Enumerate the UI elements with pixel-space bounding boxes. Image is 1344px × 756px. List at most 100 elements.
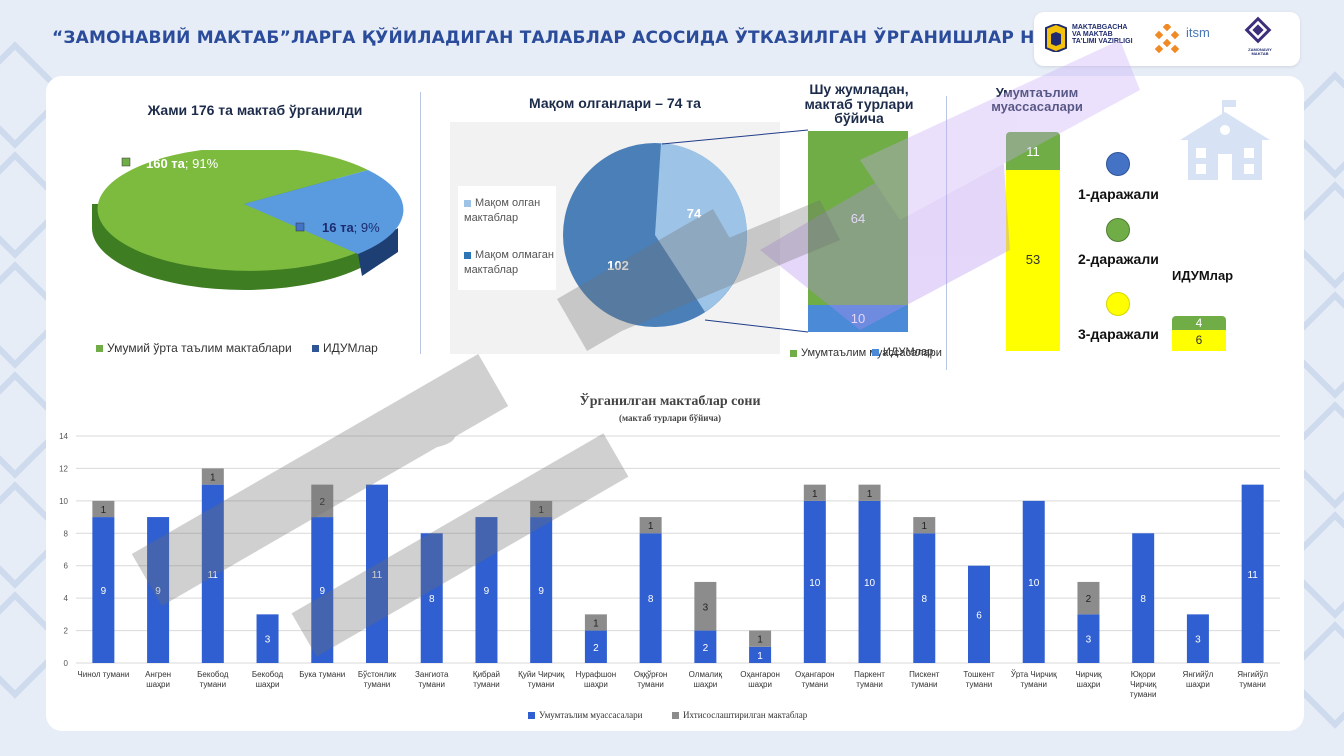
bar-general bbox=[1186, 614, 1209, 663]
legend-marker-blue bbox=[295, 222, 305, 232]
x-tick-label: тумани bbox=[364, 680, 391, 689]
x-tick-label: Оҳангарон bbox=[795, 670, 835, 679]
bar-value-general: 9 bbox=[484, 586, 490, 597]
bar-general bbox=[1077, 614, 1100, 663]
level1-label: 1-даражали bbox=[1078, 186, 1159, 202]
bar-value-general: 9 bbox=[155, 586, 161, 597]
x-tick-label: Оққўрғон bbox=[634, 670, 667, 679]
panel1-title: Жами 176 та мактаб ўрганилди bbox=[147, 102, 363, 118]
pie-slice-general-schools bbox=[97, 150, 368, 271]
x-tick-label: Паркент bbox=[854, 670, 885, 679]
pie1-label-big: 160 та; 91% bbox=[146, 156, 219, 171]
bar-value-general: 9 bbox=[101, 586, 107, 597]
x-tick-label: шаҳри bbox=[693, 680, 717, 689]
legend-status-not-received: Мақом олмаган мактаблар bbox=[464, 249, 554, 277]
connector-lines bbox=[661, 129, 809, 333]
bar-general bbox=[201, 484, 224, 663]
pie-slice-idum-side bbox=[358, 228, 398, 276]
x-tick-label: Бекобод bbox=[197, 670, 229, 679]
bar-general bbox=[92, 517, 115, 663]
legend-marker-green bbox=[121, 157, 131, 167]
x-tick-label: тумани bbox=[637, 680, 664, 689]
stack-value-general: 64 bbox=[850, 211, 866, 226]
bar-general bbox=[475, 517, 498, 663]
x-tick-label: Чирчиқ bbox=[1130, 680, 1157, 689]
bar-specialized bbox=[694, 581, 717, 631]
bar-value-specialized: 1 bbox=[757, 635, 763, 646]
bar-value-general: 11 bbox=[372, 570, 383, 581]
bar-general bbox=[584, 630, 607, 663]
bar-value-specialized: 1 bbox=[538, 505, 544, 516]
bar-value-general: 9 bbox=[319, 586, 325, 597]
legend-general-schools: Умумий ўрта таълим мактаблари bbox=[96, 341, 292, 355]
bar-general bbox=[858, 500, 881, 663]
x-tick-label: тумани bbox=[528, 680, 555, 689]
legend-idum: ИДУМлар bbox=[312, 341, 378, 355]
bar-value-specialized: 2 bbox=[319, 497, 325, 508]
bar-specialized bbox=[803, 484, 826, 501]
bar-value-general: 1 bbox=[757, 651, 763, 662]
levels-segment-level3: 53 bbox=[1006, 170, 1060, 351]
ministry-logo-text: MAKTABGACHA VA MAKTAB TA'LIMI VAZIRLIGI bbox=[1072, 24, 1133, 45]
bar-value-specialized: 2 bbox=[1086, 594, 1092, 605]
bar-general bbox=[1132, 533, 1155, 663]
logo-bar: MAKTABGACHA VA MAKTAB TA'LIMI VAZIRLIGI … bbox=[1034, 12, 1300, 66]
bar-specialized bbox=[749, 630, 772, 647]
pie-slice-received bbox=[655, 143, 747, 312]
x-tick-label: Чинол тумани bbox=[77, 670, 129, 679]
bar-value-specialized: 1 bbox=[648, 521, 654, 532]
panel2-title: Мақом олганлари – 74 та bbox=[529, 95, 701, 111]
bar-value-general: 10 bbox=[864, 578, 876, 589]
bar-chart-title: Ўрганилган мактаблар сони bbox=[579, 394, 761, 409]
x-tick-label: Олмалиқ bbox=[689, 670, 723, 679]
y-tick-label: 2 bbox=[64, 627, 69, 636]
x-tick-label: шаҳри bbox=[748, 680, 772, 689]
bar-value-general: 8 bbox=[648, 594, 654, 605]
stack-segment-idum: 10 bbox=[808, 305, 908, 332]
pie-chart-status: 74 102 bbox=[563, 143, 747, 327]
school-building-icon bbox=[1180, 100, 1270, 180]
separator-1 bbox=[420, 92, 421, 354]
bar-general bbox=[1022, 500, 1045, 663]
x-tick-label: Янгийўл bbox=[1183, 670, 1214, 679]
itsm-logo-text: itsm bbox=[1186, 25, 1210, 40]
zamonaviy-maktab-logo-icon bbox=[1244, 16, 1272, 44]
pie2-value-received: 74 bbox=[687, 206, 702, 221]
bar-value-general: 10 bbox=[1028, 578, 1040, 589]
x-tick-label: Ангрен bbox=[145, 670, 171, 679]
level2-label: 2-даражали bbox=[1078, 251, 1159, 267]
x-tick-label: Бука тумани bbox=[299, 670, 345, 679]
x-tick-label: тумани bbox=[1239, 680, 1266, 689]
bar-general bbox=[913, 533, 936, 663]
legend-bar-general: Умумтаълим муассасалари bbox=[528, 710, 642, 720]
x-tick-label: Юқори bbox=[1131, 670, 1156, 679]
idum-value-level3: 6 bbox=[1195, 333, 1203, 347]
bar-value-general: 8 bbox=[429, 594, 435, 605]
x-tick-label: Пискент bbox=[909, 670, 940, 679]
levels-segment-level2: 11 bbox=[1006, 132, 1060, 170]
bar-specialized bbox=[858, 484, 881, 501]
levels-bar-idum: 4 6 bbox=[1172, 316, 1226, 351]
bar-chart-subtitle: (мактаб турлари бўйича) bbox=[618, 413, 722, 423]
stack-bar: 64 10 bbox=[808, 131, 908, 332]
bar-specialized bbox=[639, 517, 662, 534]
pie-slice-idum bbox=[244, 170, 404, 254]
bar-value-general: 11 bbox=[1247, 570, 1258, 581]
bar-value-specialized: 1 bbox=[921, 521, 927, 532]
x-tick-label: шаҳри bbox=[146, 680, 170, 689]
levels-idum-level3: 6 bbox=[1172, 330, 1226, 351]
x-tick-label: Бекобод bbox=[252, 670, 284, 679]
y-tick-label: 12 bbox=[59, 464, 68, 473]
x-tick-label: тумани bbox=[1020, 680, 1047, 689]
bar-specialized bbox=[530, 500, 553, 518]
levels-value-level2: 11 bbox=[1026, 144, 1040, 159]
legend-stack-idum: ИДУМлар bbox=[872, 346, 933, 358]
y-tick-label: 8 bbox=[64, 529, 69, 538]
y-tick-label: 4 bbox=[64, 594, 69, 603]
level1-circle-icon bbox=[1106, 152, 1130, 176]
bar-general bbox=[1241, 484, 1264, 663]
x-tick-label: тумани bbox=[473, 680, 500, 689]
pie-chart-total: 160 та; 91% 16 та; 9% bbox=[92, 150, 404, 290]
bar-value-general: 9 bbox=[538, 586, 544, 597]
